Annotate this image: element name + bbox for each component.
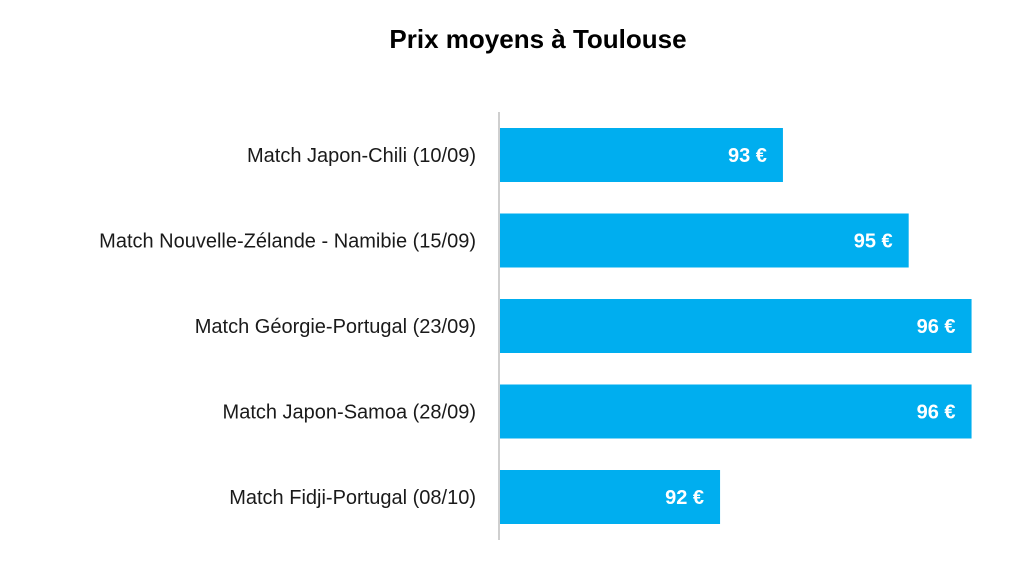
bar-5 — [500, 470, 721, 524]
data-label-2: 95 € — [854, 231, 893, 253]
bar-2 — [500, 213, 909, 268]
data-label-1: 93 € — [728, 145, 767, 167]
category-label-4: Match Japon-Samoa (28/09) — [223, 402, 476, 424]
category-label-1: Match Japon-Chili (10/09) — [247, 145, 476, 167]
bars-group — [500, 128, 972, 524]
category-labels-group: Match Japon-Chili (10/09) Match Nouvelle-… — [99, 145, 476, 509]
bar-1 — [500, 128, 783, 182]
category-label-2: Match Nouvelle-Zélande - Namibie (15/09) — [99, 231, 476, 253]
bar-3 — [500, 299, 972, 353]
category-label-3: Match Géorgie-Portugal (23/09) — [195, 316, 476, 338]
chart-title: Prix moyens à Toulouse — [389, 24, 686, 54]
category-label-5: Match Fidji-Portugal (08/10) — [229, 487, 476, 509]
data-label-3: 96 € — [917, 316, 956, 338]
data-label-5: 92 € — [665, 487, 704, 509]
data-label-4: 96 € — [917, 402, 956, 424]
data-labels-group: 93 € 95 € 96 € 96 € 92 € — [665, 145, 955, 509]
bar-4 — [500, 384, 972, 439]
